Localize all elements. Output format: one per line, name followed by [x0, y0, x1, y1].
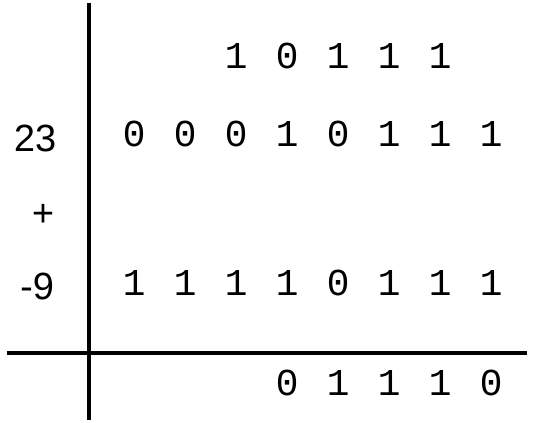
operand-2-bit: 1: [122, 264, 146, 307]
operand-1-bit: 0: [326, 115, 350, 158]
operand-2-decimal-label: -9: [20, 266, 54, 308]
operand-1-bit: 1: [428, 115, 452, 158]
operand-2-bit: 1: [224, 264, 248, 307]
operand-1-bit: 0: [224, 115, 248, 158]
operand-1-decimal-label: 23: [13, 118, 57, 160]
operand-2-bit: 0: [326, 264, 350, 307]
result-bit: 0: [275, 364, 299, 407]
operand-2-bit: 1: [428, 264, 452, 307]
operand-1-bit: 0: [122, 115, 146, 158]
carry-digit: 1: [428, 37, 452, 80]
operand-2-bit: 1: [479, 264, 503, 307]
operand-2-bit: 1: [377, 264, 401, 307]
result-bit: 1: [377, 364, 401, 407]
carry-digit: 1: [326, 37, 350, 80]
operand-1-bit: 1: [479, 115, 503, 158]
plus-operator: +: [31, 193, 55, 235]
operand-2-bit: 1: [173, 264, 197, 307]
operand-1-bit: 1: [377, 115, 401, 158]
carry-digit: 0: [275, 37, 299, 80]
carry-digit: 1: [377, 37, 401, 80]
operand-1-bit: 1: [275, 115, 299, 158]
result-bit: 1: [428, 364, 452, 407]
operand-1-bit: 0: [173, 115, 197, 158]
operand-2-bit: 1: [275, 264, 299, 307]
sum-line: [7, 351, 527, 355]
vertical-divider: [87, 3, 91, 420]
result-bit: 1: [326, 364, 350, 407]
result-bit: 0: [479, 364, 503, 407]
carry-digit: 1: [224, 37, 248, 80]
